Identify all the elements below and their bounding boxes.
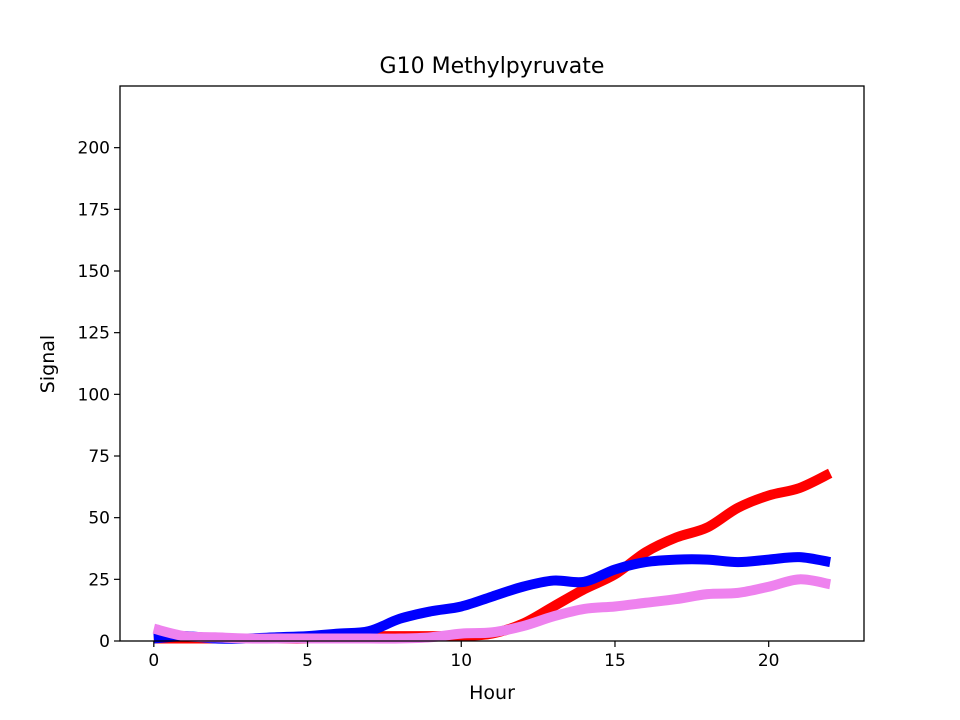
- x-tick-label: 10: [450, 651, 472, 671]
- y-axis-label: Signal: [37, 335, 59, 393]
- x-tick-label: 20: [758, 651, 780, 671]
- series-layer: [152, 468, 833, 644]
- y-tick-label: 0: [99, 632, 110, 652]
- series-line-3: [152, 574, 832, 644]
- x-axis-label: Hour: [469, 682, 515, 704]
- y-tick-label: 25: [88, 570, 110, 590]
- y-tick-label: 200: [78, 139, 110, 159]
- x-axis: 0 5 10 15 20: [148, 641, 780, 671]
- y-axis: 0 25 50 75 100 125 150 175 200: [78, 139, 120, 652]
- chart-title: G10 Methylpyruvate: [380, 54, 605, 79]
- y-tick-label: 125: [78, 324, 110, 344]
- x-tick-label: 5: [302, 651, 313, 671]
- x-tick-label: 15: [604, 651, 626, 671]
- y-tick-label: 100: [78, 385, 110, 405]
- y-tick-label: 75: [88, 447, 110, 467]
- x-tick-label: 0: [148, 651, 159, 671]
- y-tick-label: 150: [78, 262, 110, 282]
- y-tick-label: 50: [88, 509, 110, 529]
- y-tick-label: 175: [78, 200, 110, 220]
- plot-frame: [119, 85, 865, 642]
